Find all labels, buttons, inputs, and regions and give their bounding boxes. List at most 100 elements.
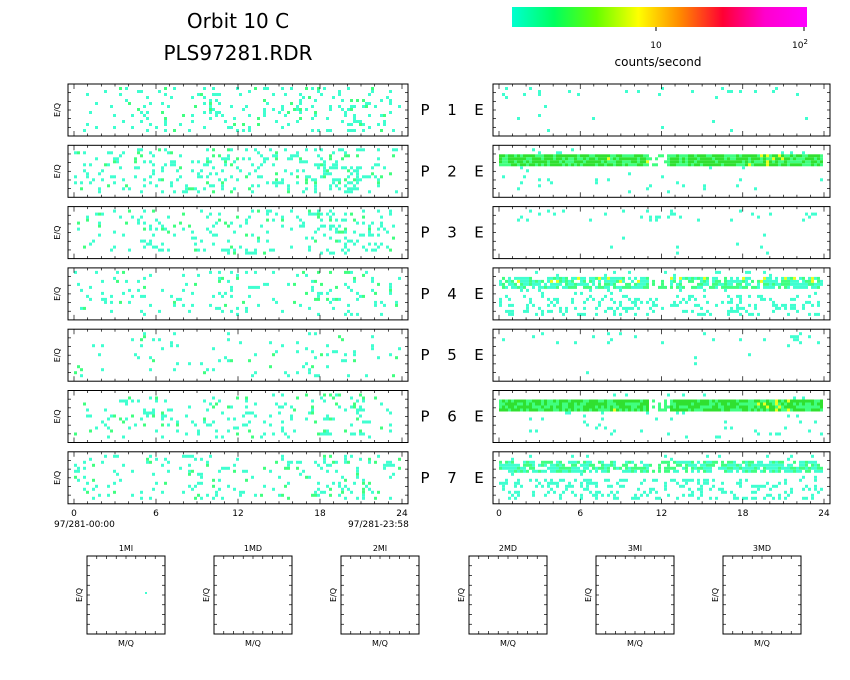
heat-cell bbox=[197, 429, 200, 433]
heat-cell bbox=[811, 496, 814, 500]
heat-cell bbox=[607, 478, 610, 482]
heat-cell bbox=[688, 297, 691, 301]
heat-cell bbox=[164, 123, 167, 126]
heat-cell bbox=[562, 405, 565, 409]
heat-cell bbox=[619, 312, 622, 316]
heat-cell bbox=[652, 309, 655, 313]
heat-cell bbox=[287, 374, 290, 378]
heat-cell bbox=[628, 408, 631, 412]
heat-cell bbox=[550, 460, 553, 464]
heat-cell bbox=[667, 466, 670, 470]
heat-cell bbox=[311, 129, 314, 132]
time-panels: E/Q P 1 EE/Q P 2 EE/Q P 3 EE/Q P 4 EE/Q P 5 EE/Q P 6 EE/Q P… bbox=[53, 83, 831, 530]
heat-cell bbox=[580, 157, 583, 161]
heat-cell bbox=[574, 463, 577, 467]
heat-cell bbox=[694, 285, 697, 289]
heat-cell bbox=[691, 90, 694, 93]
heat-cell bbox=[556, 460, 559, 464]
heat-cell bbox=[353, 117, 356, 120]
heat-cell bbox=[269, 148, 272, 152]
heat-cell bbox=[308, 332, 311, 336]
heat-cell bbox=[769, 463, 772, 467]
heat-cell bbox=[784, 163, 787, 167]
heat-cell bbox=[763, 297, 766, 301]
heat-cell bbox=[766, 454, 769, 458]
heat-cell bbox=[523, 405, 526, 409]
heat-cell bbox=[502, 466, 505, 470]
heat-cell bbox=[577, 408, 580, 412]
heat-cell bbox=[694, 297, 697, 301]
heat-cell bbox=[595, 490, 598, 494]
heat-cell bbox=[553, 490, 556, 494]
channel-e-label: E bbox=[474, 162, 483, 180]
heat-cell bbox=[592, 481, 595, 485]
heat-cell bbox=[326, 297, 329, 301]
heat-cell bbox=[745, 466, 748, 470]
heat-cell bbox=[359, 432, 362, 436]
heat-cell bbox=[697, 154, 700, 158]
heat-cell bbox=[398, 347, 401, 351]
heat-cell bbox=[314, 332, 317, 336]
heat-cell bbox=[598, 303, 601, 307]
heat-cell bbox=[763, 270, 766, 274]
heat-cell bbox=[805, 402, 808, 406]
heat-cell bbox=[203, 187, 206, 191]
heat-cell bbox=[568, 399, 571, 403]
heat-cell bbox=[320, 148, 323, 152]
heat-cell bbox=[772, 157, 775, 161]
heat-cell bbox=[715, 279, 718, 283]
heat-cell bbox=[128, 300, 131, 304]
heat-cell bbox=[754, 399, 757, 403]
heat-cell bbox=[526, 288, 529, 292]
heat-cell bbox=[556, 282, 559, 286]
heat-cell bbox=[589, 288, 592, 292]
y-axis-label: E/Q bbox=[53, 471, 62, 485]
heat-cell bbox=[661, 175, 664, 179]
heat-cell bbox=[790, 402, 793, 406]
heat-cell bbox=[302, 224, 305, 228]
heat-cell bbox=[544, 408, 547, 412]
heat-cell bbox=[580, 484, 583, 488]
heat-cell bbox=[703, 408, 706, 412]
heat-cell bbox=[344, 270, 347, 274]
heat-cell bbox=[341, 218, 344, 222]
heat-cell bbox=[245, 306, 248, 310]
heat-cell bbox=[682, 393, 685, 397]
heat-cell bbox=[317, 374, 320, 378]
heat-cell bbox=[622, 279, 625, 283]
heat-cell bbox=[808, 154, 811, 158]
heat-cell bbox=[215, 306, 218, 310]
heat-cell bbox=[766, 154, 769, 158]
heat-cell bbox=[796, 405, 799, 409]
heat-cell bbox=[347, 309, 350, 313]
heat-cell bbox=[383, 303, 386, 307]
heat-cell bbox=[197, 481, 200, 485]
heat-cell bbox=[353, 359, 356, 363]
x-tick-label: 24 bbox=[396, 509, 408, 519]
heat-cell bbox=[778, 481, 781, 485]
heat-cell bbox=[146, 117, 149, 120]
heat-cell bbox=[380, 312, 383, 316]
heat-cell bbox=[377, 178, 380, 182]
y-axis-label: E/Q bbox=[53, 348, 62, 362]
heat-cell bbox=[83, 129, 86, 132]
heat-cell bbox=[125, 279, 128, 283]
heat-cell bbox=[604, 157, 607, 161]
heat-cell bbox=[715, 408, 718, 412]
heat-cell bbox=[553, 303, 556, 307]
heat-cell bbox=[266, 209, 269, 213]
heat-cell bbox=[535, 270, 538, 274]
heat-cell bbox=[275, 157, 278, 161]
heat-cell bbox=[778, 157, 781, 161]
heat-cell bbox=[517, 218, 520, 222]
heat-cell bbox=[284, 169, 287, 173]
heat-cell bbox=[335, 469, 338, 473]
heat-cell bbox=[544, 463, 547, 467]
heat-cell bbox=[553, 282, 556, 286]
heat-cell bbox=[317, 493, 320, 497]
heat-cell bbox=[191, 291, 194, 295]
heat-cell bbox=[149, 454, 152, 458]
heat-cell bbox=[670, 399, 673, 403]
heat-cell bbox=[359, 457, 362, 461]
heat-cell bbox=[218, 291, 221, 295]
